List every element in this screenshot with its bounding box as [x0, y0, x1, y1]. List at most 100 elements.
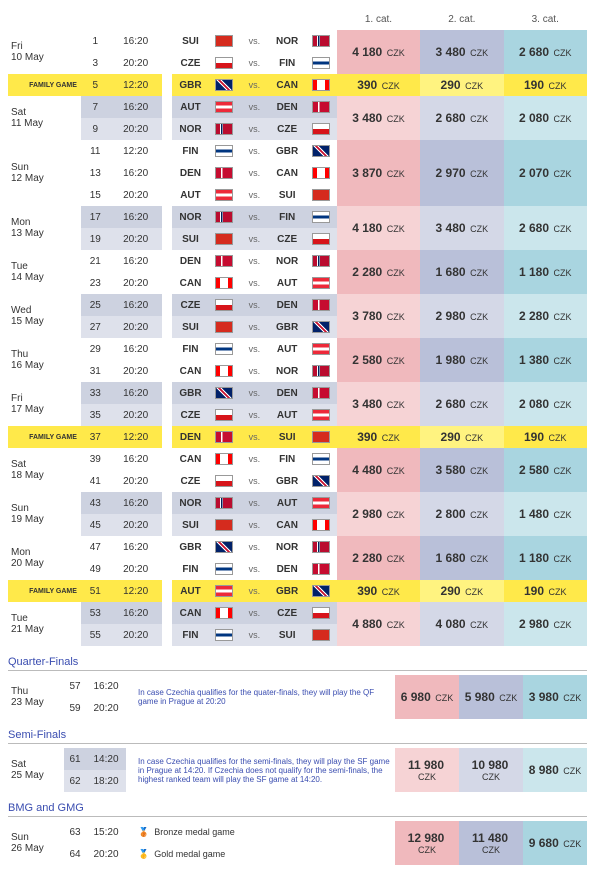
price-cell: 3 480 CZK — [420, 206, 503, 250]
price-cell: 4 180 CZK — [337, 30, 420, 74]
day-label: Tue21 May — [8, 602, 81, 646]
header-row: 1. cat.2. cat.3. cat. — [8, 8, 587, 30]
note: In case Czechia qualifies for the semi-f… — [134, 748, 395, 792]
price-cell: 1 680 CZK — [420, 250, 503, 294]
family-label: FAMILY GAME — [8, 580, 81, 602]
price-cell: 2 980 CZK — [420, 294, 503, 338]
price-cell: 190 CZK — [504, 580, 588, 602]
price-cell: 2 080 CZK — [504, 382, 588, 426]
day-label: Thu16 May — [8, 338, 81, 382]
day-label: Fri10 May — [8, 30, 81, 74]
game-row: Tue21 May5316:20CANvs.CZE4 880 CZK4 080 … — [8, 602, 587, 624]
section-table: Thu23 May5716:20In case Czechia qualifie… — [8, 675, 587, 719]
price-cell: 3 480 CZK — [337, 96, 420, 140]
game-row: Sun19 May4316:20NORvs.AUT2 980 CZK2 800 … — [8, 492, 587, 514]
price-cell: 6 980 CZK — [395, 675, 459, 719]
day-label: Wed15 May — [8, 294, 81, 338]
game-row: Sat11 May716:20AUTvs.DEN3 480 CZK2 680 C… — [8, 96, 587, 118]
price-cell: 1 180 CZK — [504, 536, 588, 580]
price-cell: 10 980 CZK — [459, 748, 523, 792]
price-cell: 1 480 CZK — [504, 492, 588, 536]
price-cell: 2 580 CZK — [504, 448, 588, 492]
day-label: Sun19 May — [8, 492, 81, 536]
price-cell: 4 180 CZK — [337, 206, 420, 250]
cat-header: 2. cat. — [420, 8, 503, 30]
price-cell: 290 CZK — [420, 74, 503, 96]
section-table: Sun26 May6315:20🥉 Bronze medal game12 98… — [8, 821, 587, 865]
day-label: Sun26 May — [8, 821, 64, 865]
price-cell: 2 970 CZK — [420, 140, 503, 206]
price-cell: 12 980 CZK — [395, 821, 459, 865]
price-cell: 2 980 CZK — [504, 602, 588, 646]
price-cell: 9 680 CZK — [523, 821, 587, 865]
cat-header: 1. cat. — [337, 8, 420, 30]
game-row: Mon13 May1716:20NORvs.FIN4 180 CZK3 480 … — [8, 206, 587, 228]
day-label: Sat25 May — [8, 748, 64, 792]
day-label: Sat11 May — [8, 96, 81, 140]
price-cell: 3 870 CZK — [337, 140, 420, 206]
day-label: Sat18 May — [8, 448, 81, 492]
price-cell: 2 280 CZK — [337, 250, 420, 294]
schedule-table: 1. cat.2. cat.3. cat.Fri10 May116:20SUIv… — [8, 8, 587, 646]
game-row: Sun12 May1112:20FINvs.GBR3 870 CZK2 970 … — [8, 140, 587, 162]
price-cell: 2 680 CZK — [420, 382, 503, 426]
price-cell: 2 680 CZK — [504, 30, 588, 74]
section-table: Sat25 May6114:20In case Czechia qualifie… — [8, 748, 587, 792]
price-cell: 290 CZK — [420, 580, 503, 602]
price-cell: 1 380 CZK — [504, 338, 588, 382]
family-label: FAMILY GAME — [8, 74, 81, 96]
price-cell: 2 800 CZK — [420, 492, 503, 536]
game-row: Sat25 May6114:20In case Czechia qualifie… — [8, 748, 587, 770]
day-label: Sun12 May — [8, 140, 81, 206]
price-cell: 190 CZK — [504, 426, 588, 448]
section-title: Quarter-Finals — [8, 650, 587, 671]
game-row: Sat18 May3916:20CANvs.FIN4 480 CZK3 580 … — [8, 448, 587, 470]
price-cell: 11 980 CZK — [395, 748, 459, 792]
game-row: Mon20 May4716:20GBRvs.NOR2 280 CZK1 680 … — [8, 536, 587, 558]
day-label: Tue14 May — [8, 250, 81, 294]
cat-header: 3. cat. — [504, 8, 588, 30]
price-cell: 3 480 CZK — [337, 382, 420, 426]
price-cell: 4 880 CZK — [337, 602, 420, 646]
price-cell: 2 280 CZK — [504, 294, 588, 338]
section-title: BMG and GMG — [8, 796, 587, 817]
family-game-row: FAMILY GAME512:20GBRvs.CAN390 CZK290 CZK… — [8, 74, 587, 96]
price-cell: 290 CZK — [420, 426, 503, 448]
price-cell: 2 580 CZK — [337, 338, 420, 382]
price-cell: 2 070 CZK — [504, 140, 588, 206]
price-cell: 3 580 CZK — [420, 448, 503, 492]
price-cell: 11 480 CZK — [459, 821, 523, 865]
price-cell: 8 980 CZK — [523, 748, 587, 792]
note: In case Czechia qualifies for the quater… — [134, 675, 395, 719]
game-row: Wed15 May2516:20CZEvs.DEN3 780 CZK2 980 … — [8, 294, 587, 316]
game-row: Fri10 May116:20SUIvs.NOR4 180 CZK3 480 C… — [8, 30, 587, 52]
price-cell: 2 280 CZK — [337, 536, 420, 580]
price-cell: 2 680 CZK — [504, 206, 588, 250]
game-row: Sun26 May6315:20🥉 Bronze medal game12 98… — [8, 821, 587, 843]
family-label: FAMILY GAME — [8, 426, 81, 448]
price-cell: 390 CZK — [337, 580, 420, 602]
price-cell: 1 980 CZK — [420, 338, 503, 382]
game-row: Thu16 May2916:20FINvs.AUT2 580 CZK1 980 … — [8, 338, 587, 360]
game-row: Tue14 May2116:20DENvs.NOR2 280 CZK1 680 … — [8, 250, 587, 272]
price-cell: 390 CZK — [337, 426, 420, 448]
price-cell: 1 680 CZK — [420, 536, 503, 580]
price-cell: 3 480 CZK — [420, 30, 503, 74]
day-label: Thu23 May — [8, 675, 64, 719]
family-game-row: FAMILY GAME5112:20AUTvs.GBR390 CZK290 CZ… — [8, 580, 587, 602]
medal-label: 🥇 Gold medal game — [134, 843, 395, 865]
price-cell: 190 CZK — [504, 74, 588, 96]
day-label: Mon20 May — [8, 536, 81, 580]
day-label: Mon13 May — [8, 206, 81, 250]
price-cell: 390 CZK — [337, 74, 420, 96]
price-cell: 2 080 CZK — [504, 96, 588, 140]
price-cell: 2 980 CZK — [337, 492, 420, 536]
game-row: Fri17 May3316:20GBRvs.DEN3 480 CZK2 680 … — [8, 382, 587, 404]
price-cell: 3 980 CZK — [523, 675, 587, 719]
game-row: Thu23 May5716:20In case Czechia qualifie… — [8, 675, 587, 697]
price-cell: 2 680 CZK — [420, 96, 503, 140]
price-cell: 5 980 CZK — [459, 675, 523, 719]
price-cell: 3 780 CZK — [337, 294, 420, 338]
medal-label: 🥉 Bronze medal game — [134, 821, 395, 843]
day-label: Fri17 May — [8, 382, 81, 426]
